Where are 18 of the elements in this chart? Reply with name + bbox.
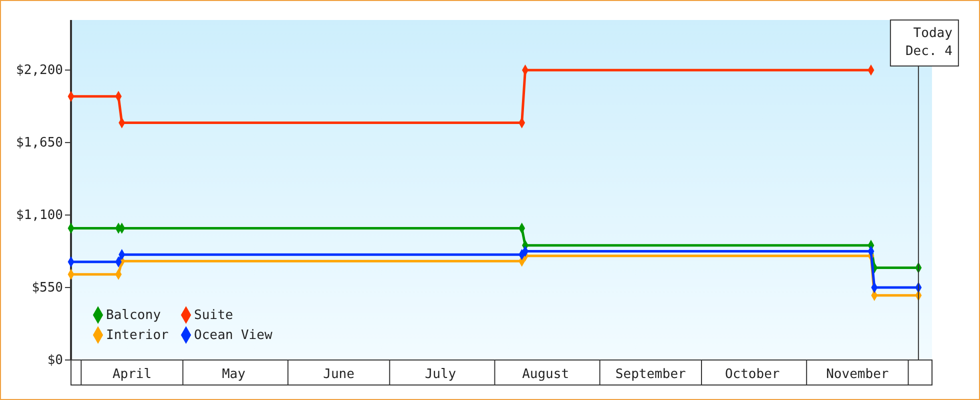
x-tick-label: September [615,367,686,382]
x-tick-label: July [424,367,456,382]
y-tick-label: $1,650 [16,136,63,151]
legend-label: Suite [194,308,234,323]
x-tick-label: November [826,367,889,382]
x-tick-label: May [222,367,246,382]
x-tick-label: June [323,367,355,382]
ref-line-label: Today Dec. 4 [905,26,953,59]
legend-label: Interior [106,328,169,343]
legend-label: Ocean View [194,328,272,343]
y-tick-label: $0 [47,353,63,368]
y-tick-label: $1,100 [16,208,63,224]
y-tick-label: $550 [32,280,63,296]
x-tick-label: August [522,367,570,382]
x-tick-label: April [112,367,152,382]
x-tick-label: October [724,367,780,382]
y-tick-label: $2,200 [16,63,63,78]
legend-label: Balcony [106,308,161,323]
